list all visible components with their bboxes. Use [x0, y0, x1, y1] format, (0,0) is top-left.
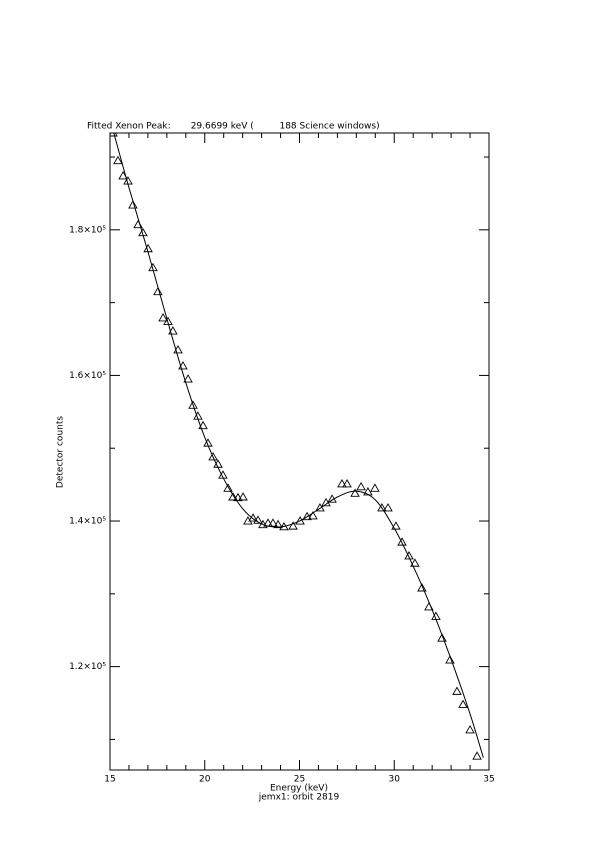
subtitle: jemx1: orbit 2819	[258, 793, 340, 803]
data-point	[208, 452, 218, 461]
data-point	[253, 515, 263, 524]
x-tick-label: 20	[199, 775, 211, 785]
data-point	[356, 481, 366, 491]
x-tick-label: 30	[389, 775, 401, 785]
data-point	[183, 374, 193, 383]
data-point	[163, 316, 173, 326]
data-point	[238, 492, 248, 501]
data-point	[233, 492, 243, 502]
x-tick-label: 35	[483, 775, 494, 785]
data-point	[370, 483, 380, 492]
data-point	[465, 725, 475, 734]
data-point	[153, 286, 163, 296]
data-point	[273, 519, 283, 529]
y-tick-label: 1.8×10⁵	[69, 225, 106, 235]
data-point	[342, 478, 352, 488]
data-point	[198, 420, 208, 430]
data-point	[458, 699, 468, 708]
data-point	[350, 488, 360, 497]
data-point	[397, 537, 407, 546]
y-tick-label: 1.4×10⁵	[69, 517, 106, 527]
data-point	[128, 200, 138, 209]
data-point	[113, 155, 123, 165]
data-point	[243, 516, 253, 525]
data-point	[391, 521, 401, 530]
plot-area	[110, 133, 484, 760]
data-point	[377, 503, 387, 512]
data-point	[295, 516, 305, 525]
fit-line	[113, 133, 484, 758]
y-tick-label: 1.2×10⁵	[69, 662, 106, 672]
data-point	[288, 521, 298, 530]
data-point	[452, 686, 462, 695]
data-point	[383, 503, 393, 512]
data-point	[437, 633, 447, 642]
data-point	[417, 583, 427, 592]
data-point	[110, 133, 118, 137]
data-point	[337, 478, 347, 488]
x-tick-label: 15	[104, 775, 115, 785]
data-point	[168, 326, 178, 335]
x-tick-label: 25	[294, 775, 305, 785]
data-point	[404, 551, 414, 560]
data-point	[302, 511, 312, 521]
data-point	[228, 492, 238, 501]
data-point	[410, 558, 420, 567]
data-point	[188, 400, 198, 409]
data-point	[308, 511, 318, 520]
data-point	[158, 313, 168, 322]
y-axis-label: Detector counts	[56, 416, 66, 488]
data-point	[445, 655, 455, 664]
data-point	[268, 518, 278, 527]
x-axis-label: Energy (keV)	[270, 784, 328, 794]
chart-title: Fitted Xenon Peak: 29.6699 keV ( 188 Sci…	[87, 122, 380, 132]
data-point	[223, 483, 233, 492]
y-tick-label: 1.6×10⁵	[69, 371, 106, 381]
data-point	[472, 751, 482, 760]
